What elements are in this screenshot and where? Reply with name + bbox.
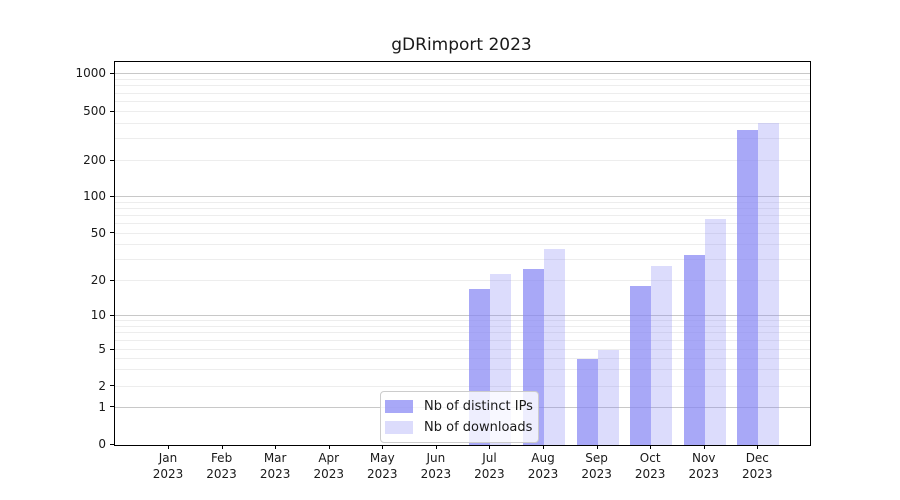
minor-gridline (115, 79, 810, 81)
y-tick-mark (110, 195, 114, 197)
x-tick-label: Feb 2023 (206, 451, 237, 481)
minor-gridline (115, 320, 810, 322)
x-tick-mark (596, 445, 598, 449)
x-tick-label: Apr 2023 (313, 451, 344, 481)
major-gridline (115, 196, 810, 197)
minor-gridline (115, 138, 810, 140)
x-tick-mark (489, 445, 491, 449)
bar-downloads (704, 219, 726, 445)
x-tick-mark (275, 445, 277, 449)
y-tick-label: 5 (98, 342, 106, 356)
y-tick-label: 50 (90, 225, 106, 240)
y-tick-label: 1 (98, 399, 106, 414)
x-tick-mark (435, 445, 437, 449)
legend-label: Nb of distinct IPs (424, 399, 533, 414)
y-tick-mark (110, 385, 114, 387)
y-tick-label: 100 (83, 189, 106, 203)
minor-gridline (115, 259, 810, 261)
minor-gridline (115, 92, 810, 94)
legend-swatch-downloads (385, 421, 413, 434)
minor-gridline (115, 280, 810, 281)
y-tick-label: 500 (83, 104, 106, 118)
y-tick-mark (110, 232, 114, 234)
x-tick-label: Jun 2023 (420, 451, 452, 481)
minor-gridline (115, 369, 810, 371)
major-gridline (115, 315, 810, 316)
bar-distinct-ips (737, 129, 759, 445)
minor-gridline (115, 357, 810, 359)
y-tick-mark (110, 348, 114, 350)
x-tick-mark (221, 445, 223, 449)
y-tick-mark (110, 279, 114, 281)
y-tick-mark (110, 159, 114, 161)
minor-gridline (115, 101, 810, 103)
legend-item: Nb of downloads (385, 417, 533, 438)
x-tick-mark (382, 445, 384, 449)
minor-gridline (115, 223, 810, 225)
minor-gridline (115, 85, 810, 87)
minor-gridline (115, 111, 810, 112)
x-tick-mark (650, 445, 652, 449)
minor-gridline (115, 349, 810, 350)
y-tick-label: 1000 (75, 66, 106, 81)
bar-distinct-ips (576, 358, 598, 445)
minor-gridline (115, 201, 810, 203)
x-tick-label: Dec 2023 (742, 451, 773, 481)
y-tick-mark (110, 110, 114, 112)
x-tick-label: Mar 2023 (259, 451, 291, 481)
minor-gridline (115, 160, 810, 161)
y-tick-mark (110, 443, 114, 445)
minor-gridline (115, 340, 810, 342)
y-tick-label: 200 (83, 153, 106, 167)
minor-gridline (115, 332, 810, 334)
bar-distinct-ips (630, 286, 652, 445)
minor-gridline (115, 385, 810, 387)
legend: Nb of distinct IPs Nb of downloads (380, 391, 539, 443)
x-tick-label: May 2023 (367, 451, 398, 481)
minor-gridline (115, 214, 810, 216)
minor-gridline (115, 207, 810, 209)
bar-distinct-ips (683, 255, 705, 445)
plot-area (114, 61, 811, 446)
y-tick-label: 2 (98, 378, 106, 393)
bar-downloads (544, 249, 566, 445)
x-tick-label: Aug 2023 (527, 451, 559, 481)
minor-gridline (115, 244, 810, 246)
bar-downloads (758, 122, 780, 445)
x-tick-mark (168, 445, 169, 449)
x-tick-mark (757, 445, 759, 449)
y-tick-mark (110, 72, 114, 74)
x-tick-mark (328, 445, 330, 449)
major-gridline (115, 73, 810, 75)
x-tick-label: Oct 2023 (634, 451, 666, 481)
legend-label: Nb of downloads (424, 420, 533, 435)
legend-item: Nb of distinct IPs (385, 396, 533, 417)
bar-downloads (651, 265, 673, 445)
x-tick-mark (543, 445, 545, 449)
x-tick-mark (703, 445, 705, 449)
x-tick-label: Jan 2023 (152, 451, 184, 481)
x-tick-label: Sep 2023 (581, 451, 612, 481)
minor-gridline (115, 325, 810, 327)
y-tick-label: 10 (90, 308, 106, 322)
chart-title: gDRimport 2023 (391, 35, 532, 55)
legend-swatch-distinct-ips (385, 400, 413, 413)
minor-gridline (115, 122, 810, 124)
y-tick-label: 20 (90, 273, 106, 287)
x-tick-label: Nov 2023 (688, 451, 720, 481)
x-tick-label: Jul 2023 (474, 451, 505, 481)
y-tick-mark (110, 314, 114, 316)
y-tick-label: 0 (98, 437, 106, 451)
y-tick-mark (110, 406, 114, 407)
minor-gridline (115, 232, 810, 234)
bar-downloads (597, 350, 619, 445)
